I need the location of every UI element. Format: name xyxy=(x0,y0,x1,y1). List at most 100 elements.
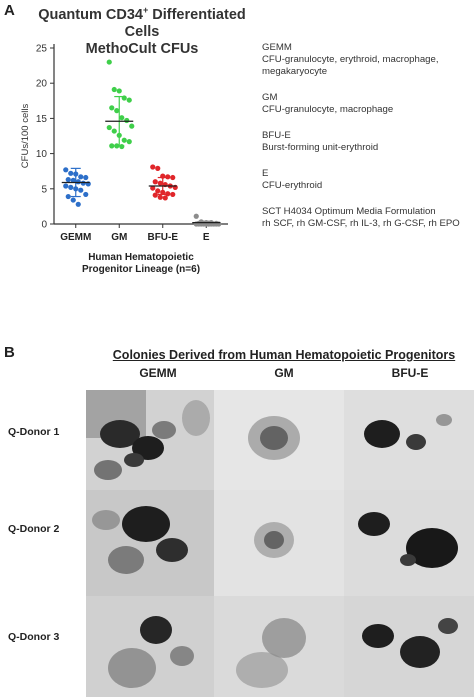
panel-b-letter: B xyxy=(4,344,15,361)
data-point xyxy=(126,97,132,103)
legend-gemm-line1: CFU-granulocyte, erythroid, macrophage, xyxy=(262,54,439,65)
data-point xyxy=(150,164,156,170)
y-tick-label: 20 xyxy=(36,79,48,90)
data-point xyxy=(157,194,163,200)
legend-bfue-heading: BFU-E xyxy=(262,130,291,141)
data-point xyxy=(78,174,84,180)
legend-media-line1: rh SCF, rh GM-CSF, rh IL-3, rh G-CSF, rh… xyxy=(262,218,460,229)
legend-media-heading: SCT H4034 Optimum Media Formulation xyxy=(262,206,436,217)
data-point xyxy=(70,197,76,203)
cfu-scatter-chart: 0 5 10 15 20 25 CFUs/100 cells GEMM GM BFU-E E Huma… xyxy=(20,44,228,275)
micrograph-image xyxy=(214,390,344,490)
panel-a-letter: A xyxy=(4,2,15,19)
y-tick-label: 10 xyxy=(36,149,48,160)
micrograph-donor3-gemm xyxy=(86,596,214,697)
row-header-donor-2: Q-Donor 2 xyxy=(8,523,60,535)
data-point xyxy=(80,180,86,186)
data-point xyxy=(68,170,74,176)
legend-gm-heading: GM xyxy=(262,92,278,103)
y-tick-label: 5 xyxy=(41,184,47,195)
data-point xyxy=(111,128,117,134)
micrograph-image xyxy=(86,490,214,596)
data-point xyxy=(170,191,176,198)
panel-a-title: Quantum CD34+ Differentiated Cells Metho… xyxy=(22,2,262,58)
data-point xyxy=(121,137,127,143)
micrograph-donor1-bfue xyxy=(344,390,474,490)
data-point xyxy=(170,174,176,181)
data-point xyxy=(165,174,171,180)
lineage-legend: GEMM CFU-granulocyte, erythroid, macroph… xyxy=(262,42,460,230)
data-point xyxy=(124,117,130,124)
data-point xyxy=(78,187,84,193)
title-line1-post: Differentiated Cells xyxy=(124,6,246,40)
legend-e-line1: CFU-erythroid xyxy=(262,180,323,191)
data-point xyxy=(150,185,156,191)
column-header-gm: GM xyxy=(274,366,294,380)
data-point xyxy=(75,201,81,207)
micrograph-image xyxy=(214,596,344,697)
column-header-bfue: BFU-E xyxy=(391,366,429,380)
micrograph-image xyxy=(86,596,214,697)
data-point xyxy=(152,179,158,185)
micrograph-image xyxy=(344,596,474,697)
data-point xyxy=(106,59,112,65)
data-point xyxy=(83,191,89,198)
data-point xyxy=(114,108,120,114)
x-tick-label: GEMM xyxy=(60,232,91,243)
data-point xyxy=(119,143,125,150)
data-point xyxy=(109,105,115,111)
legend-gemm-line2: megakaryocyte xyxy=(262,66,328,77)
x-tick-label: GM xyxy=(111,232,127,243)
y-tick-label: 15 xyxy=(36,114,48,125)
micrograph-donor1-gemm xyxy=(86,390,214,490)
data-point xyxy=(83,174,89,181)
data-point xyxy=(63,167,69,173)
data-point xyxy=(70,177,76,183)
legend-e-heading: E xyxy=(262,168,269,179)
title-line1-pre: Quantum CD34 xyxy=(38,6,143,23)
data-point xyxy=(116,88,122,94)
data-point xyxy=(65,177,71,183)
legend-bfue-line1: Burst-forming unit-erythroid xyxy=(262,142,379,153)
y-tick-label: 0 xyxy=(41,220,47,231)
title-line1-sup: + xyxy=(142,5,149,15)
data-point xyxy=(106,124,112,131)
panel-b-title: Colonies Derived from Human Hematopoieti… xyxy=(112,348,456,362)
micrograph-image xyxy=(86,390,214,490)
column-header-gemm: GEMM xyxy=(139,366,177,380)
x-tick-label: E xyxy=(203,232,210,243)
row-header-donor-1: Q-Donor 1 xyxy=(8,426,60,438)
data-point xyxy=(119,115,125,121)
data-point xyxy=(129,123,135,129)
x-axis-label-line: Progenitor Lineage (n=6) xyxy=(82,264,200,275)
data-point xyxy=(152,192,158,198)
x-axis-label-line: Human Hematopoietic xyxy=(88,252,194,263)
data-point xyxy=(162,195,168,201)
micrograph-donor3-bfue xyxy=(344,596,474,697)
data-point xyxy=(109,143,115,149)
micrograph-image xyxy=(344,390,474,490)
legend-gm-line1: CFU-granulocyte, macrophage xyxy=(262,104,394,115)
micrograph-donor2-gemm xyxy=(86,490,214,596)
data-point xyxy=(157,180,163,186)
row-header-donor-3: Q-Donor 3 xyxy=(8,631,60,643)
x-tick-label: BFU-E xyxy=(147,232,178,243)
micrograph-donor2-gm xyxy=(214,490,344,596)
micrograph-image xyxy=(214,490,344,596)
micrograph-donor1-gm xyxy=(214,390,344,490)
micrograph-donor2-bfue xyxy=(344,490,474,596)
data-point xyxy=(155,165,161,171)
micrograph-image xyxy=(344,490,474,596)
y-axis-label: CFUs/100 cells xyxy=(20,104,31,169)
data-point xyxy=(126,139,132,145)
data-point xyxy=(193,213,199,219)
micrograph-donor3-gm xyxy=(214,596,344,697)
data-point xyxy=(111,86,117,93)
title-line2: MethoCult CFUs xyxy=(85,40,199,57)
data-point xyxy=(155,188,161,194)
data-point xyxy=(65,193,71,200)
data-point xyxy=(75,179,81,185)
data-point xyxy=(68,184,74,190)
legend-gemm-heading: GEMM xyxy=(262,42,292,53)
data-point xyxy=(63,183,69,189)
